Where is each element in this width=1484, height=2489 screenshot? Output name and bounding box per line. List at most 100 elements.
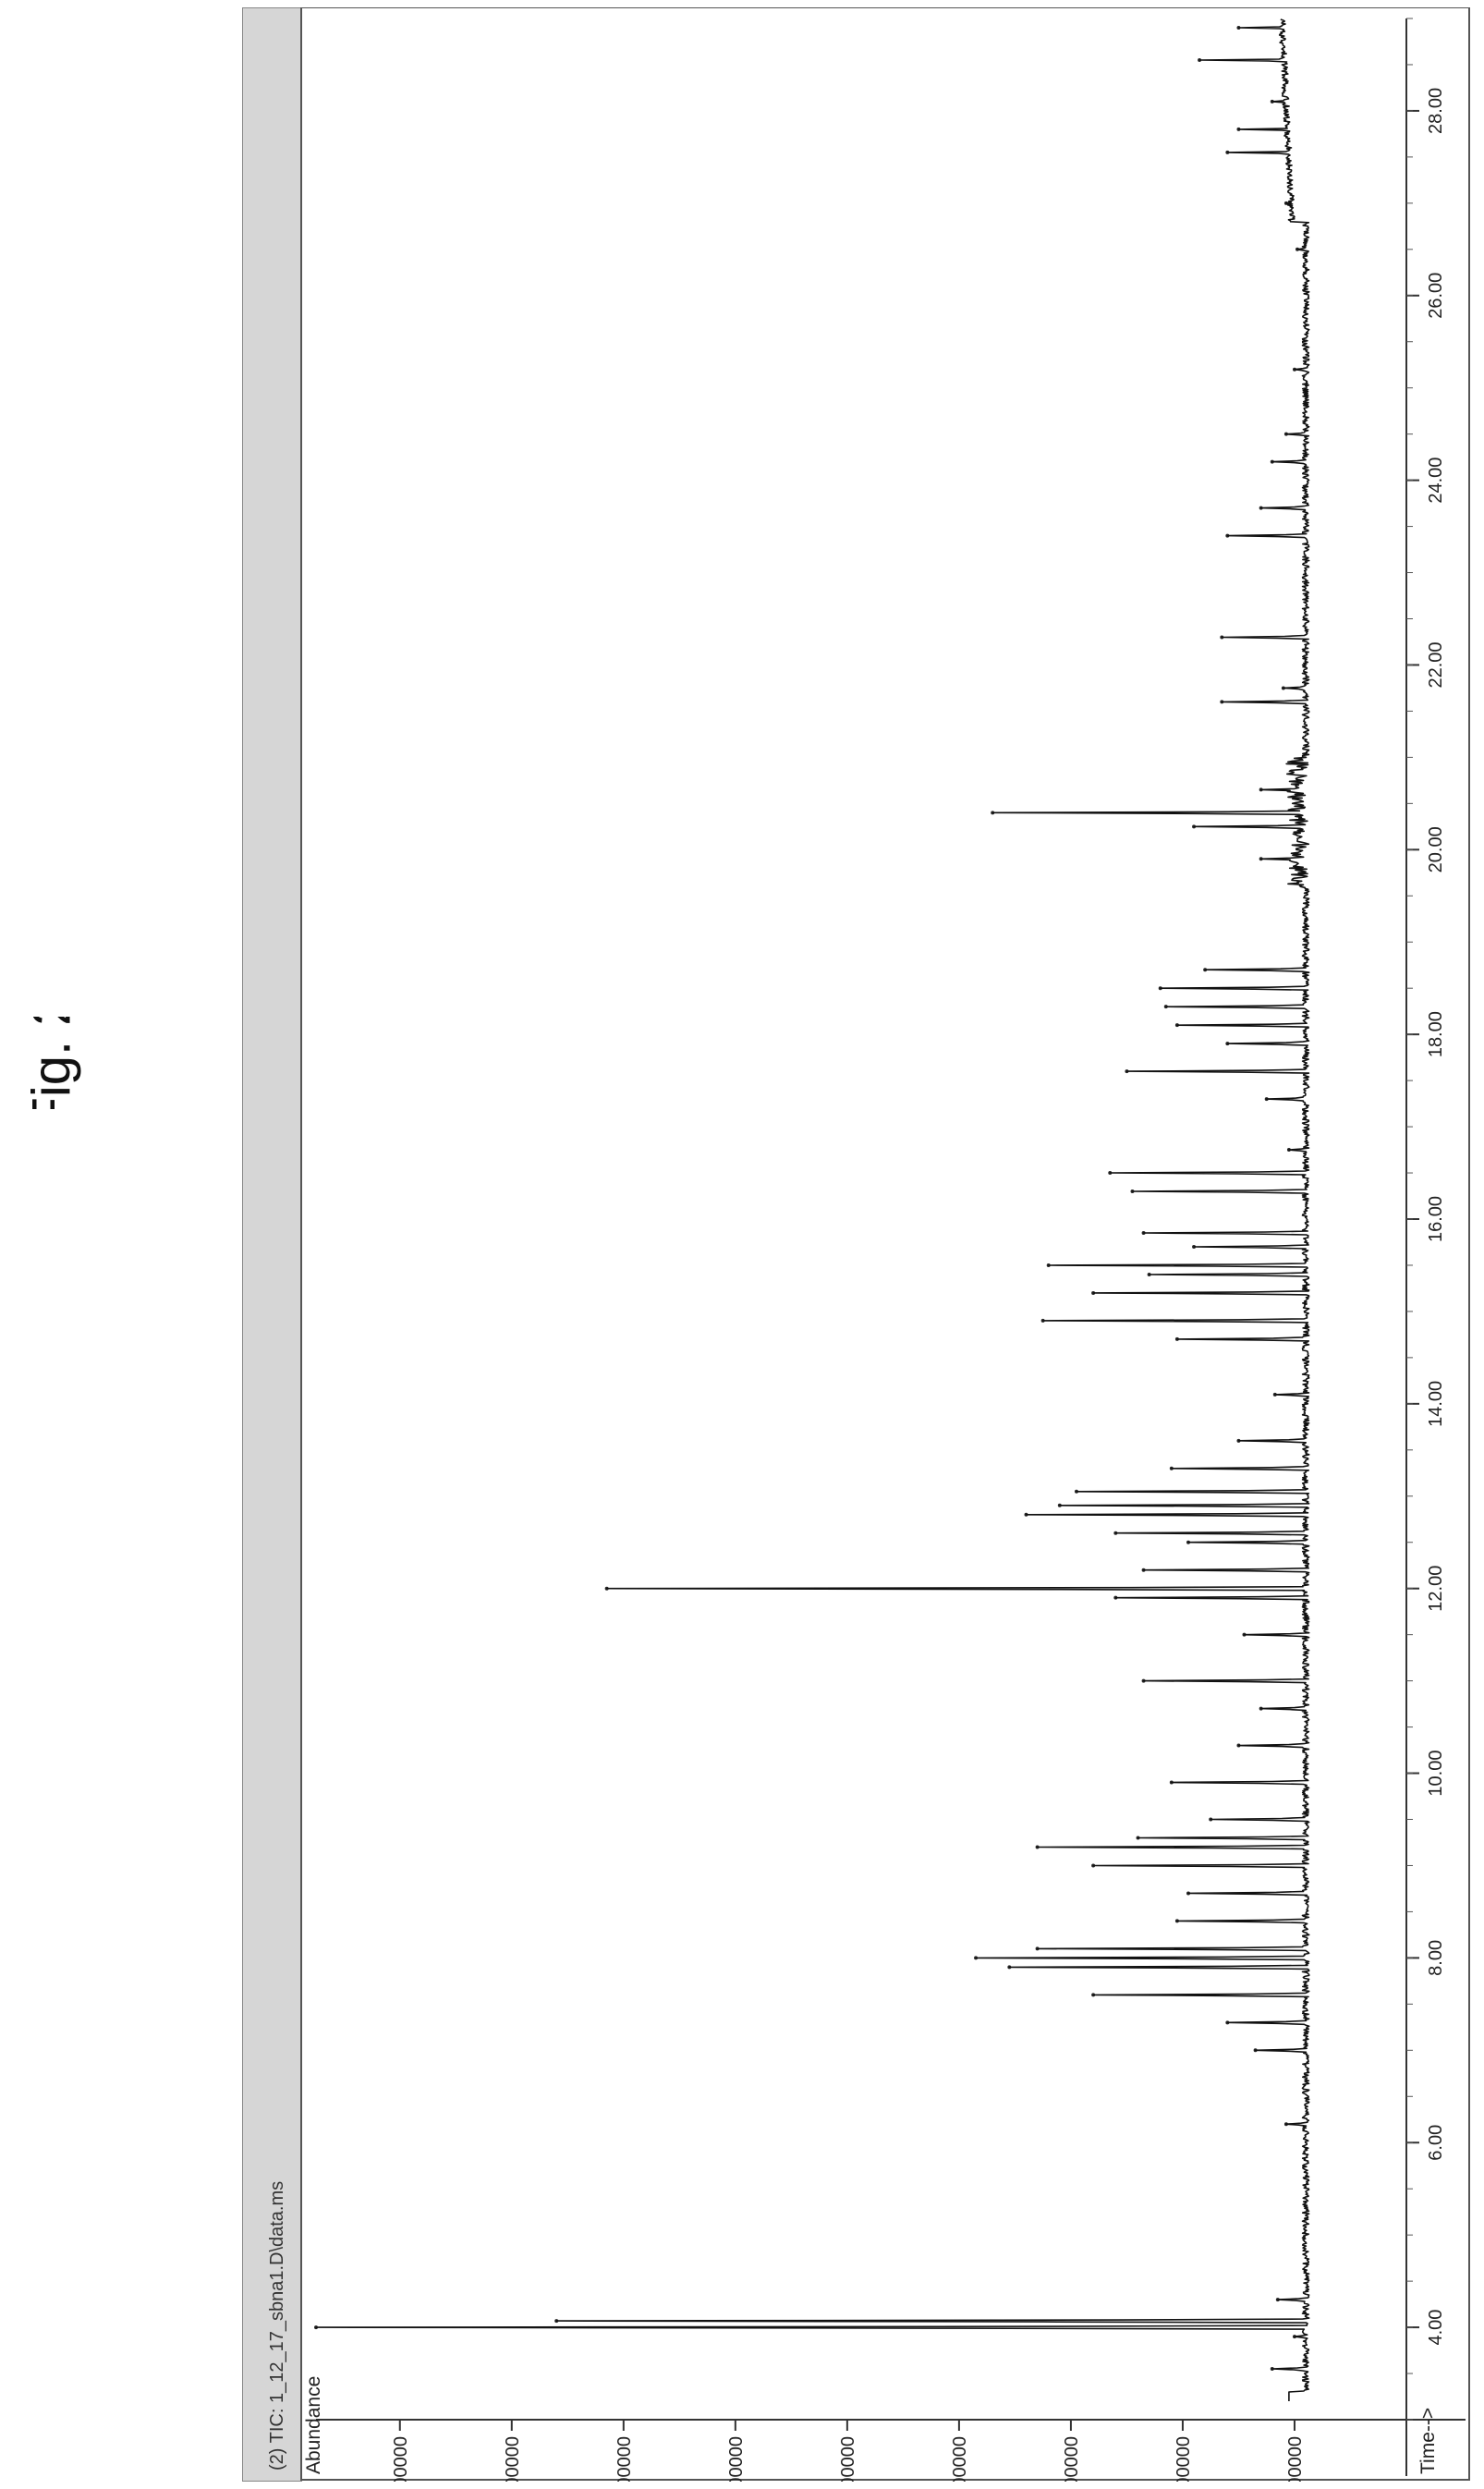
peak-point <box>1236 1744 1240 1748</box>
peak-point <box>1175 1023 1179 1027</box>
peak-point <box>1284 433 1288 436</box>
peak-point <box>1284 201 1288 205</box>
peak-point <box>1041 1319 1045 1323</box>
peak-point <box>1273 1393 1277 1397</box>
peak-point <box>1220 635 1223 639</box>
peak-point <box>1236 128 1240 131</box>
abundance-tick-label: 1000000 <box>838 2436 858 2482</box>
title-bar <box>242 7 301 2482</box>
plot-area <box>301 7 1469 2480</box>
peak-point <box>1284 2122 1288 2126</box>
time-tick-label: 24.00 <box>1426 458 1446 504</box>
peak-point <box>1091 1863 1095 1867</box>
time-tick-label: 26.00 <box>1426 273 1446 319</box>
chart-title: (2) TIC: 1_12_17_sbna1.D\data.ms <box>267 2181 287 2471</box>
peak-point <box>1192 824 1196 828</box>
peak-point <box>1259 857 1263 860</box>
peak-point <box>1036 1946 1040 1950</box>
abundance-tick-label: 1400000 <box>614 2436 635 2482</box>
peak-point <box>554 2319 558 2323</box>
figure-label: Fig. 2 <box>9 1017 102 1109</box>
peak-point <box>1259 506 1263 510</box>
peak-point <box>1282 686 1285 689</box>
abundance-axis-label: Abundance <box>303 2376 324 2474</box>
abundance-tick-label: 800000 <box>950 2436 970 2482</box>
abundance-tick-label: 200000 <box>1285 2436 1306 2482</box>
time-tick-label: 4.00 <box>1426 2310 1446 2346</box>
peak-point <box>1276 2298 1280 2301</box>
time-tick-label: 20.00 <box>1426 826 1446 872</box>
peak-point <box>1293 368 1296 372</box>
peak-point <box>1007 1965 1011 1969</box>
peak-point <box>1175 1919 1179 1922</box>
peak-point <box>1259 787 1263 791</box>
peak-point <box>1047 1263 1051 1267</box>
time-tick-label: 22.00 <box>1426 641 1446 688</box>
peak-point <box>1159 986 1162 990</box>
peak-point <box>1254 2048 1258 2052</box>
abundance-tick-label: 1200000 <box>726 2436 747 2482</box>
time-tick-label: 14.00 <box>1426 1381 1446 1427</box>
peak-point <box>1036 1845 1040 1848</box>
peak-point <box>1142 1231 1146 1235</box>
peak-point <box>1259 1707 1263 1711</box>
peak-point <box>1148 1273 1151 1276</box>
peak-point <box>1175 1337 1179 1341</box>
peak-point <box>1293 2335 1296 2338</box>
figure-label-text: Fig. 2 <box>21 1017 81 1109</box>
time-tick-label: 10.00 <box>1426 1751 1446 1797</box>
time-tick-label: 16.00 <box>1426 1196 1446 1242</box>
window-frame: (2) TIC: 1_12_17_sbna1.D\data.ms <box>242 7 301 2482</box>
peak-point <box>1203 968 1207 971</box>
peak-point <box>1164 1005 1168 1008</box>
abundance-tick-label: 600000 <box>1062 2436 1082 2482</box>
peak-point <box>974 1956 978 1959</box>
peak-point <box>1295 248 1299 251</box>
peak-point <box>1113 1531 1117 1535</box>
peak-point <box>1142 1679 1146 1683</box>
peak-point <box>1130 1190 1134 1193</box>
peak-point <box>1170 1781 1174 1785</box>
time-tick-label: 6.00 <box>1426 2125 1446 2161</box>
peak-point <box>1236 26 1240 30</box>
peak-point <box>1271 460 1274 464</box>
peak-point <box>1243 1633 1247 1637</box>
peak-point <box>1113 1596 1117 1600</box>
peak-point <box>1236 1439 1240 1443</box>
peak-point <box>1142 1568 1146 1572</box>
abundance-tick-label: 1800000 <box>391 2436 411 2482</box>
chromatogram-chart: (2) TIC: 1_12_17_sbna1.D\data.ms 200000 4… <box>242 7 1471 2482</box>
peak-point <box>1170 1467 1174 1470</box>
peak-point <box>1192 1245 1196 1249</box>
peak-point <box>1271 100 1274 104</box>
time-axis-label: Time--> <box>1417 2408 1439 2474</box>
peak-point <box>314 2325 318 2329</box>
peak-point <box>1287 1148 1291 1152</box>
peak-point <box>1271 2367 1274 2371</box>
peak-point <box>1091 1993 1095 1996</box>
peak-point <box>1025 1513 1028 1517</box>
peak-point <box>1108 1171 1112 1175</box>
peak-point <box>1209 1818 1212 1822</box>
abundance-tick-label: 1600000 <box>503 2436 523 2482</box>
peak-point <box>1091 1291 1095 1295</box>
time-tick-label: 8.00 <box>1426 1940 1446 1976</box>
time-tick-label: 12.00 <box>1426 1566 1446 1612</box>
peak-point <box>1225 1042 1229 1045</box>
peak-point <box>1125 1069 1128 1073</box>
abundance-tick-label: 400000 <box>1174 2436 1194 2482</box>
peak-point <box>1225 151 1229 154</box>
peak-point <box>1265 1097 1269 1101</box>
peak-point <box>991 811 994 814</box>
peak-point <box>1225 534 1229 538</box>
peak-point <box>1225 2020 1229 2024</box>
peak-point <box>1137 1836 1140 1839</box>
peak-point <box>1220 700 1223 703</box>
plot-background <box>301 7 1469 2480</box>
peak-point <box>1198 58 1201 62</box>
time-tick-label: 18.00 <box>1426 1011 1446 1057</box>
time-tick-label: 28.00 <box>1426 88 1446 134</box>
peak-point <box>1075 1490 1078 1494</box>
peak-point <box>605 1587 609 1591</box>
peak-point <box>1058 1504 1062 1507</box>
